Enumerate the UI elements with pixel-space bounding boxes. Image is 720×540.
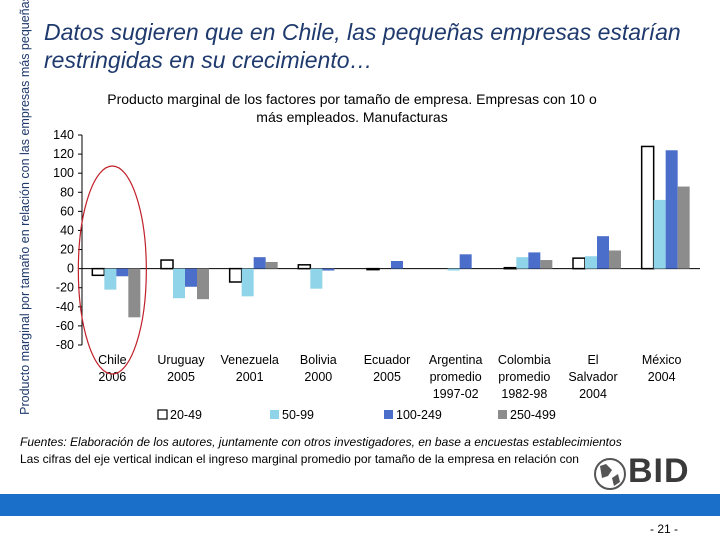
- bar-50-99: [516, 257, 529, 269]
- category-label: 2005: [373, 370, 401, 384]
- bar-250-499: [128, 268, 141, 318]
- bar-100-249: [116, 268, 129, 277]
- chart-title: Producto marginal de los factores por ta…: [107, 91, 597, 125]
- category-label: Uruguay: [157, 353, 205, 367]
- category-label: 2000: [304, 370, 332, 384]
- category-label: Argentina: [429, 353, 483, 367]
- category-label: Venezuela: [220, 353, 278, 367]
- bar-20-49: [297, 264, 312, 270]
- legend-swatch-100-249: [384, 410, 393, 419]
- slide-title: Datos sugieren que en Chile, las pequeña…: [44, 19, 681, 73]
- y-tick-label: 100: [53, 166, 74, 180]
- bid-logo-icon: [594, 458, 626, 490]
- bar-50-99: [447, 268, 460, 271]
- legend-label: 50-99: [282, 408, 314, 422]
- bar-20-49: [366, 267, 380, 271]
- y-tick-label: -80: [56, 338, 74, 352]
- category-label: Colombia: [498, 353, 551, 367]
- bar-50-99: [310, 268, 323, 289]
- legend-label: 20-49: [170, 408, 202, 422]
- legend-swatch-250-499: [498, 410, 507, 419]
- bar-100-249: [185, 268, 197, 287]
- bar-100-249: [665, 150, 678, 269]
- bar-250-499: [609, 250, 621, 269]
- category-label: Ecuador: [364, 353, 411, 367]
- y-tick-label: 20: [60, 243, 74, 257]
- bar-100-249: [253, 257, 266, 269]
- legend-label: 100-249: [396, 408, 442, 422]
- bottom-bar: [0, 494, 720, 516]
- footer-source: Fuentes: Elaboración de los autores, jun…: [20, 434, 710, 468]
- bar-50-99: [104, 268, 117, 290]
- legend-label: 250-499: [510, 408, 556, 422]
- bar-250-499: [265, 261, 278, 269]
- y-tick-label: 120: [53, 147, 74, 161]
- category-label: promedio: [498, 370, 550, 384]
- bar-20-49: [91, 267, 106, 277]
- chart: 140 120 100 80 60 40 20 0 -20 -40 -60 -80 Chile 2006 U…: [53, 128, 700, 422]
- highlight-ellipse: [77, 165, 147, 375]
- y-tick-label: -20: [56, 281, 74, 295]
- y-tick-label: 40: [60, 223, 74, 237]
- bar-100-249: [322, 268, 335, 271]
- bar-50-99: [173, 268, 185, 299]
- y-tick-label: 140: [53, 128, 74, 142]
- page-number: - 21 -: [650, 522, 679, 536]
- y-tick-label: -60: [56, 319, 74, 333]
- category-label: Bolivia: [300, 353, 337, 367]
- bar-100-249: [459, 254, 472, 269]
- category-label: 2001: [236, 370, 264, 384]
- y-tick-label: 60: [60, 204, 74, 218]
- category-label: 2006: [98, 370, 126, 384]
- bar-250-499: [540, 260, 553, 269]
- bar-20-49: [640, 145, 655, 270]
- bar-50-99: [585, 256, 597, 269]
- legend-swatch-20-49: [157, 409, 168, 420]
- bar-100-249: [391, 261, 403, 269]
- legend-swatch-50-99: [270, 410, 279, 419]
- bar-20-49: [503, 266, 518, 270]
- category-label: 2004: [648, 370, 676, 384]
- bar-100-249: [528, 252, 541, 269]
- bar-50-99: [241, 268, 254, 297]
- y-tick-label: 0: [67, 262, 74, 276]
- y-tick-label: 80: [60, 185, 74, 199]
- category-label: 2005: [167, 370, 195, 384]
- bar-20-49: [572, 257, 586, 270]
- y-tick-label: -40: [56, 300, 74, 314]
- bar-250-499: [677, 186, 690, 269]
- source-text: Fuentes: Elaboración de los autores, jun…: [20, 435, 622, 449]
- category-label: 1997-02: [433, 387, 479, 401]
- bar-50-99: [653, 199, 666, 269]
- note-text: Las cifras del eje vertical indican el i…: [20, 452, 579, 466]
- category-label: Salvador: [568, 370, 617, 384]
- category-label: 1982-98: [501, 387, 547, 401]
- bar-250-499: [197, 268, 209, 300]
- category-label: Chile: [98, 353, 127, 367]
- bar-100-249: [597, 236, 609, 269]
- category-label: El: [587, 353, 598, 367]
- bar-20-49: [160, 259, 174, 270]
- bar-20-49: [228, 267, 243, 283]
- logo-text: BID: [628, 452, 690, 490]
- category-label: México: [642, 353, 682, 367]
- category-label: 2004: [579, 387, 607, 401]
- category-label: promedio: [430, 370, 482, 384]
